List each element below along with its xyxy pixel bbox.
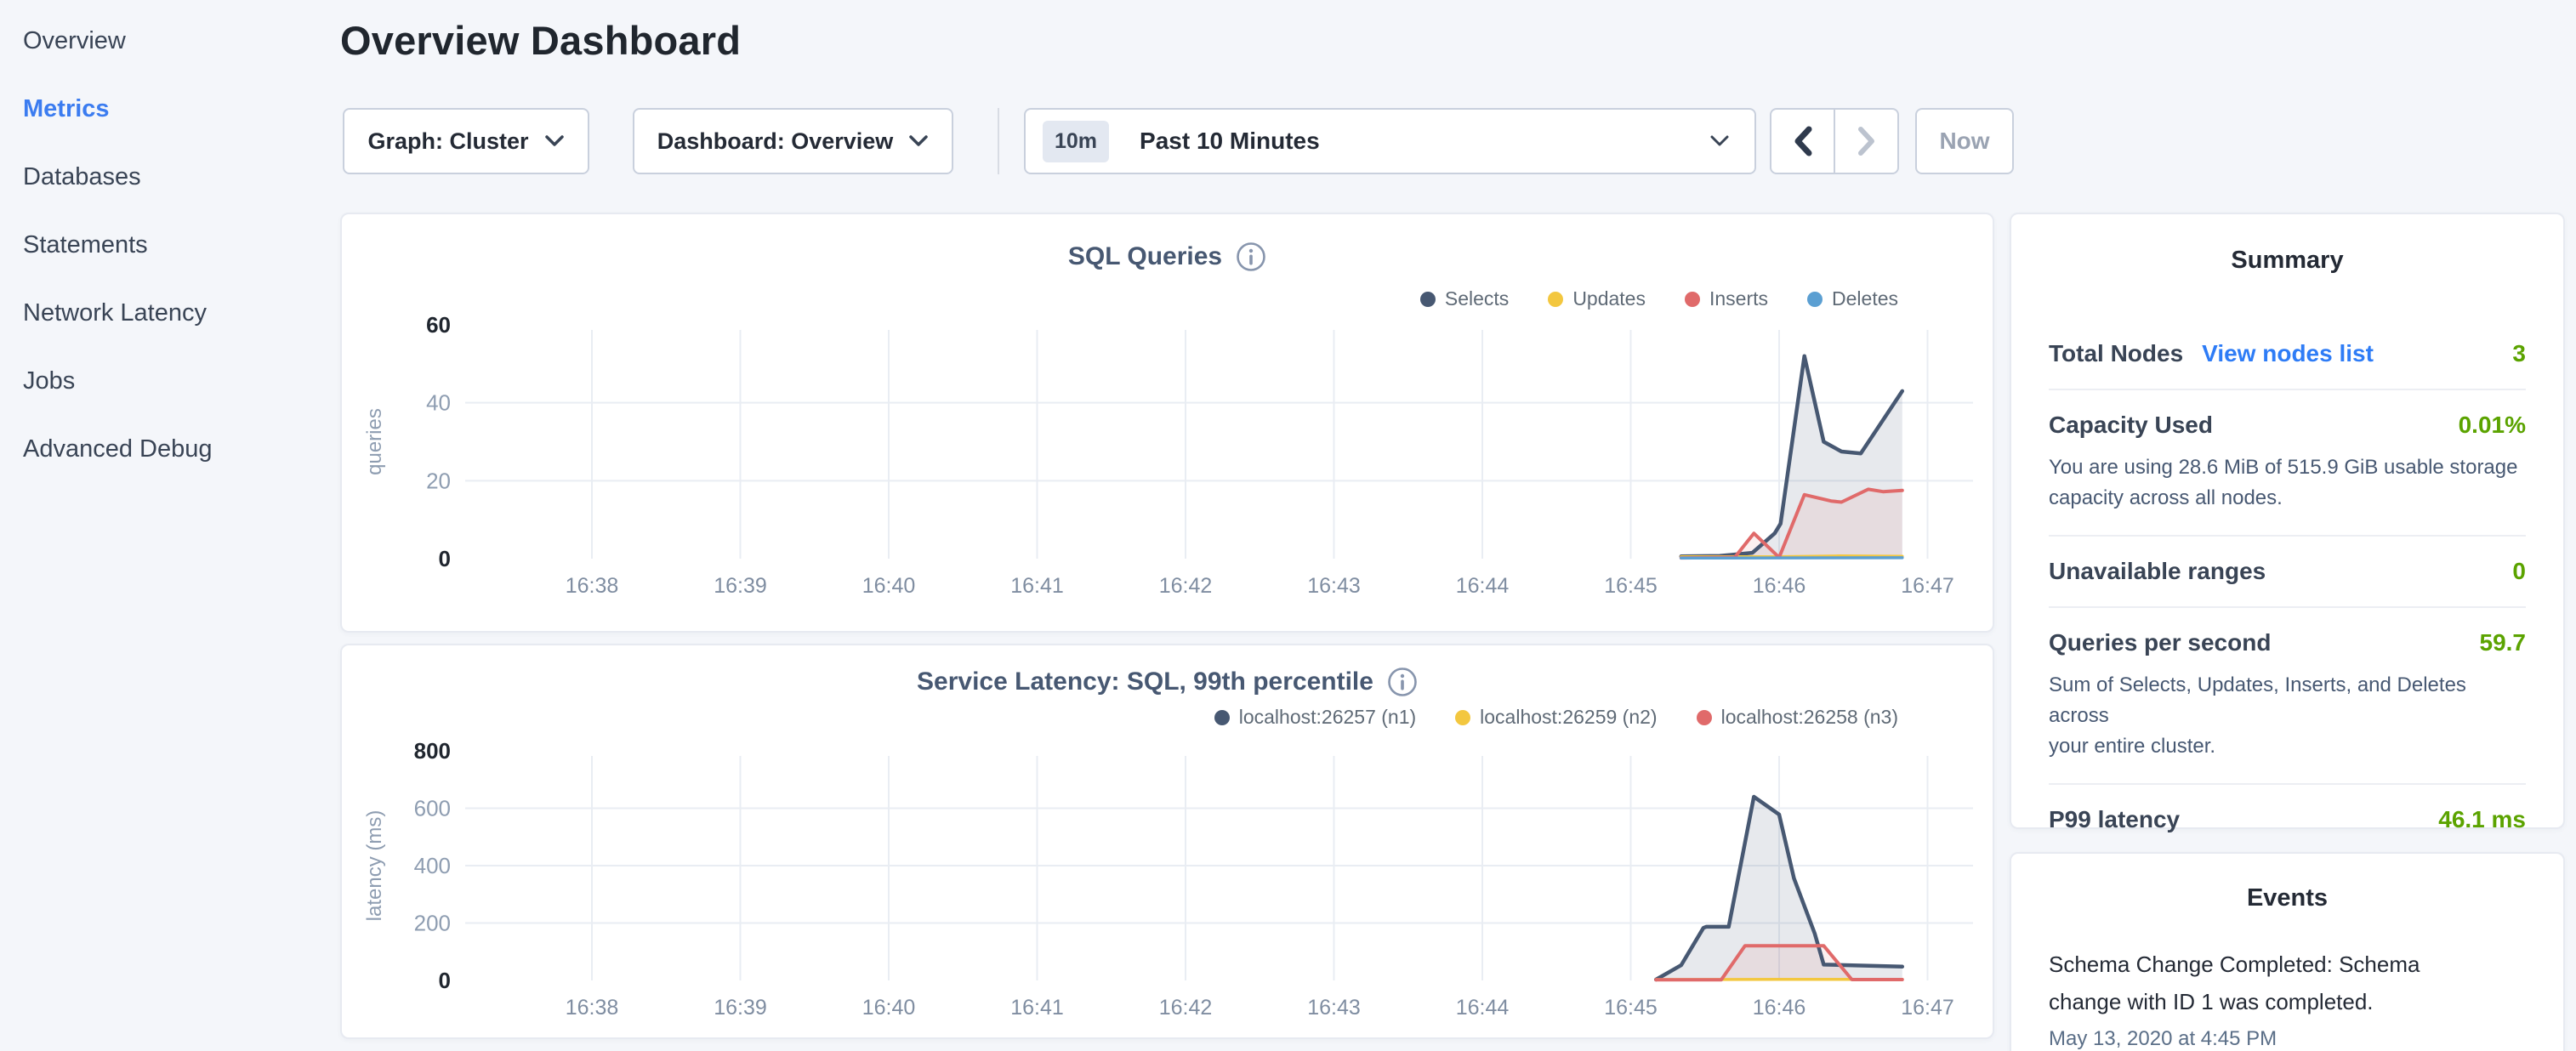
controls-row: Graph: Cluster Dashboard: Overview 10m P… (0, 108, 2576, 174)
chart-title: Service Latency: SQL, 99th percentile (917, 668, 1373, 696)
legend-label: Inserts (1709, 287, 1769, 310)
legend-label: Selects (1444, 287, 1510, 310)
graph-dropdown-label: Graph: Cluster (367, 128, 529, 154)
sidebar-item-advanced-debug[interactable]: Advanced Debug (23, 435, 213, 463)
next-time-button[interactable] (1835, 110, 1897, 173)
summary-row-unavailable-ranges: Unavailable ranges 0 (2049, 535, 2526, 606)
legend-item[interactable]: Inserts (1684, 287, 1769, 310)
legend-label: localhost:26259 (n2) (1480, 706, 1658, 728)
sidebar-item-network-latency[interactable]: Network Latency (23, 298, 207, 327)
legend-item[interactable]: Selects (1419, 287, 1510, 310)
service-latency-legend: localhost:26257 (n1) localhost:26259 (n2)… (1214, 706, 1898, 729)
dashboard-dropdown[interactable]: Dashboard: Overview (633, 108, 953, 174)
summary-row-value: 0.01% (2458, 412, 2526, 438)
sidebar-item-statements[interactable]: Statements (23, 230, 148, 258)
chevron-down-icon (1710, 135, 1729, 146)
sql-queries-chart-card (340, 213, 1994, 633)
legend-dot-icon (1696, 709, 1712, 725)
event-timestamp: May 13, 2020 at 4:45 PM (2049, 1027, 2277, 1051)
legend-item[interactable]: Deletes (1807, 287, 1898, 310)
summary-row-label: Capacity Used (2049, 412, 2213, 438)
previous-time-button[interactable] (1771, 110, 1835, 173)
legend-label: localhost:26258 (n3) (1720, 706, 1898, 728)
service-latency-chart-card (340, 644, 1994, 1039)
dashboard-dropdown-label: Dashboard: Overview (657, 128, 894, 154)
summary-row-value: 46.1 ms (2438, 806, 2526, 832)
sidebar-nav: Overview Metrics Databases Statements Ne… (0, 0, 340, 483)
chevron-down-icon (544, 135, 564, 146)
event-entry[interactable]: Schema Change Completed: Schema change w… (2011, 912, 2563, 1051)
legend-dot-icon (1548, 291, 1564, 307)
legend-dot-icon (1807, 291, 1823, 307)
sidebar-item-overview[interactable]: Overview (23, 26, 126, 54)
summary-row-label: Queries per second (2049, 629, 2272, 656)
summary-row-queries-per-second: Queries per second 59.7 Sum of Selects, … (2049, 606, 2526, 783)
summary-row-value: 3 (2512, 340, 2526, 366)
info-icon[interactable] (1236, 241, 1266, 272)
time-range-dropdown[interactable]: 10m Past 10 Minutes (1024, 108, 1756, 174)
summary-row-value: 59.7 (2479, 629, 2527, 656)
sidebar-item-jobs[interactable]: Jobs (23, 366, 76, 395)
time-range-badge: 10m (1043, 120, 1110, 162)
legend-item[interactable]: localhost:26258 (n3) (1696, 706, 1898, 729)
sidebar-item-metrics[interactable]: Metrics (23, 94, 110, 122)
legend-item[interactable]: localhost:26259 (n2) (1455, 706, 1658, 729)
summary-row-label: P99 latency (2049, 806, 2181, 832)
summary-row-total-nodes: Total Nodes View nodes list 3 (2049, 319, 2526, 389)
summary-row-p99-latency: P99 latency 46.1 ms (2049, 783, 2526, 855)
legend-dot-icon (1684, 291, 1700, 307)
controls-divider (998, 108, 999, 174)
summary-panel: Summary Total Nodes View nodes list 3 Ca… (2010, 213, 2565, 832)
info-icon[interactable] (1387, 667, 1418, 697)
chart-title: SQL Queries (1067, 242, 1223, 270)
summary-row-description: Sum of Selects, Updates, Inserts, and De… (2049, 673, 2466, 758)
page-title: Overview Dashboard (340, 18, 742, 63)
legend-dot-icon (1419, 291, 1436, 307)
chevron-down-icon (909, 135, 929, 146)
time-range-label: Past 10 Minutes (1140, 128, 1320, 154)
legend-dot-icon (1214, 709, 1230, 725)
legend-item[interactable]: localhost:26257 (n1) (1214, 706, 1416, 729)
events-panel-title: Events (2246, 884, 2329, 912)
summary-row-label: Unavailable ranges (2049, 558, 2266, 584)
events-panel: Events Schema Change Completed: Schema c… (2010, 852, 2565, 1051)
summary-row-value: 0 (2512, 558, 2526, 584)
legend-label: Deletes (1832, 287, 1898, 310)
legend-item[interactable]: Updates (1548, 287, 1646, 310)
sql-queries-title-row: SQL Queries (340, 241, 1994, 272)
legend-dot-icon (1455, 709, 1471, 725)
summary-rows: Total Nodes View nodes list 3 Capacity U… (2011, 275, 2563, 855)
sql-queries-legend: Selects Updates Inserts Deletes (1419, 287, 1898, 310)
time-step-buttons (1770, 108, 1899, 174)
legend-label: localhost:26257 (n1) (1238, 706, 1417, 728)
chevron-left-icon (1794, 126, 1811, 156)
now-button-label: Now (1939, 128, 1990, 154)
summary-row-description: You are using 28.6 MiB of 515.9 GiB usab… (2049, 456, 2518, 509)
service-latency-title-row: Service Latency: SQL, 99th percentile (340, 667, 1994, 697)
summary-panel-title: Summary (2231, 247, 2344, 274)
summary-row-capacity-used: Capacity Used 0.01% You are using 28.6 M… (2049, 389, 2526, 535)
event-text: Schema Change Completed: Schema change w… (2049, 952, 2420, 1014)
graph-dropdown[interactable]: Graph: Cluster (343, 108, 589, 174)
summary-row-label: Total Nodes (2049, 340, 2184, 366)
sidebar-item-databases[interactable]: Databases (23, 162, 141, 190)
view-nodes-list-link[interactable]: View nodes list (2202, 340, 2374, 366)
legend-label: Updates (1572, 287, 1646, 310)
chevron-right-icon (1857, 127, 1874, 156)
now-button[interactable]: Now (1915, 108, 2014, 174)
